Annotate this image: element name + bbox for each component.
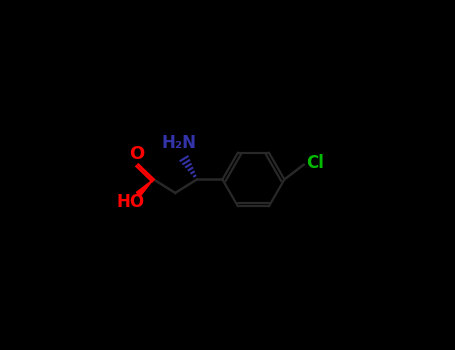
Text: O: O — [129, 145, 145, 163]
Text: H₂N: H₂N — [162, 134, 197, 152]
Text: HO: HO — [117, 193, 145, 211]
Text: Cl: Cl — [307, 154, 324, 172]
Polygon shape — [136, 179, 153, 196]
